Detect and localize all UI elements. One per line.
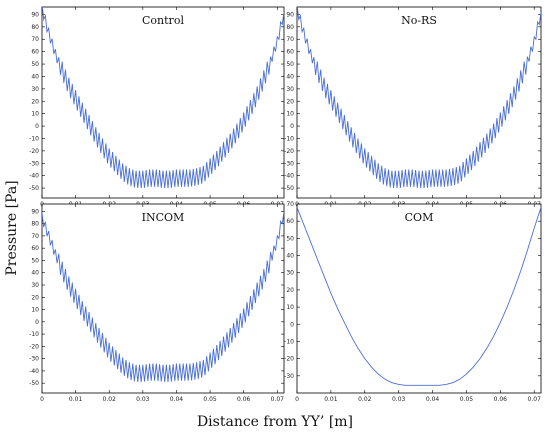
y-tick-label: -20 — [284, 148, 294, 155]
x-axis-label: Distance from YY’ [m] — [196, 414, 354, 430]
y-tick-label: 70 — [31, 36, 39, 43]
y-tick-label: 70 — [286, 36, 294, 43]
chart-title: No-RS — [401, 14, 437, 27]
y-tick-label: 70 — [31, 233, 39, 240]
y-tick-label: 20 — [286, 98, 294, 105]
y-axis-label: Pressure [Pa] — [4, 180, 20, 276]
y-tick-label: 90 — [31, 208, 39, 215]
y-tick-label: -40 — [29, 368, 39, 375]
y-tick-label: -20 — [284, 356, 294, 363]
y-tick-label: -10 — [29, 331, 39, 338]
y-tick-label: 50 — [31, 257, 39, 264]
y-tick-label: 70 — [286, 201, 294, 208]
y-tick-label: 50 — [286, 61, 294, 68]
y-tick-label: 40 — [286, 73, 294, 80]
y-tick-label: 60 — [31, 245, 39, 252]
x-tick-label: 0.04 — [426, 396, 440, 403]
x-tick-label: 0 — [295, 396, 299, 403]
chart-panel-1: -50-40-30-20-10010203040506070809000.010… — [29, 6, 285, 208]
chart-panel-3: -50 -40 -30 -20 -10 0 10 20 30 40 50 60 70 80 90 0 0.01 0… — [29, 203, 285, 403]
y-tick-label: 30 — [286, 270, 294, 277]
pressure-series-line — [297, 7, 541, 189]
y-tick-label: 80 — [31, 24, 39, 31]
y-axis-label-container: Pressure [Pa] — [2, 180, 22, 275]
x-tick-label: 0.07 — [528, 396, 542, 403]
y-tick-label: 0 — [290, 321, 294, 328]
y-tick-label: 40 — [286, 253, 294, 260]
chart-panel-4: -30 -20 -10 0 10 20 30 40 50 60 70 0 0.01 0.02 0.03 0.0… — [284, 201, 542, 403]
y-tick-label: -50 — [29, 380, 39, 387]
y-tick-label: 90 — [286, 11, 294, 18]
y-tick-label: 0 — [290, 123, 294, 130]
y-tick-label: -30 — [29, 160, 39, 167]
chart-title: COM — [405, 211, 434, 224]
pressure-series-line — [297, 207, 541, 386]
x-tick-label: 0.05 — [460, 396, 474, 403]
plot-frame — [41, 203, 285, 394]
x-tick-label: 0.05 — [203, 396, 217, 403]
x-tick-label: 0.02 — [103, 396, 117, 403]
y-tick-label: 40 — [31, 270, 39, 277]
y-tick-label: 30 — [31, 86, 39, 93]
x-tick-label: 0.01 — [69, 396, 83, 403]
x-tick-label: 0 — [40, 396, 44, 403]
y-tick-label: -20 — [29, 148, 39, 155]
y-tick-label: -50 — [29, 185, 39, 192]
y-tick-label: 60 — [31, 49, 39, 56]
chart-title: INCOM — [142, 211, 185, 224]
y-tick-label: -40 — [29, 173, 39, 180]
pressure-series-line — [42, 211, 284, 383]
x-tick-label: 0.06 — [494, 396, 508, 403]
x-tick-label: 0.03 — [136, 396, 150, 403]
y-tick-label: 20 — [31, 294, 39, 301]
y-tick-label: 90 — [31, 11, 39, 18]
plot-frame — [296, 203, 542, 394]
y-tick-label: 10 — [31, 307, 39, 314]
y-tick-label: 80 — [286, 24, 294, 31]
y-tick-label: 50 — [31, 61, 39, 68]
y-tick-label: 10 — [286, 111, 294, 118]
x-tick-label: 0.04 — [170, 396, 184, 403]
y-tick-label: -10 — [284, 135, 294, 142]
y-tick-label: -30 — [284, 160, 294, 167]
y-tick-label: -50 — [284, 185, 294, 192]
y-tick-label: 0 — [35, 123, 39, 130]
y-tick-label: 30 — [31, 282, 39, 289]
x-tick-label: 0.07 — [271, 396, 285, 403]
y-tick-label: 40 — [31, 73, 39, 80]
y-tick-label: 10 — [286, 304, 294, 311]
x-tick-label: 0.01 — [324, 396, 338, 403]
chart-title: Control — [142, 14, 184, 27]
y-tick-label: 0 — [35, 319, 39, 326]
y-tick-label: 80 — [31, 221, 39, 228]
y-tick-label: -20 — [29, 343, 39, 350]
y-tick-label: -30 — [29, 356, 39, 363]
y-tick-label: -40 — [284, 173, 294, 180]
y-tick-label: 50 — [286, 235, 294, 242]
y-tick-label: 20 — [286, 287, 294, 294]
y-tick-label: 60 — [286, 218, 294, 225]
pressure-series-line — [42, 7, 284, 189]
x-tick-label: 0.03 — [392, 396, 406, 403]
y-tick-label: -10 — [29, 135, 39, 142]
y-tick-label: 30 — [286, 86, 294, 93]
y-tick-label: 20 — [31, 98, 39, 105]
x-tick-label: 0.02 — [358, 396, 372, 403]
x-tick-label: 0.06 — [237, 396, 251, 403]
y-tick-label: 60 — [286, 49, 294, 56]
y-tick-label: -10 — [284, 338, 294, 345]
y-tick-label: 10 — [31, 111, 39, 118]
y-tick-label: -30 — [284, 373, 294, 380]
chart-panel-2: -50-40-30-20-10010203040506070809000.010… — [284, 6, 542, 208]
